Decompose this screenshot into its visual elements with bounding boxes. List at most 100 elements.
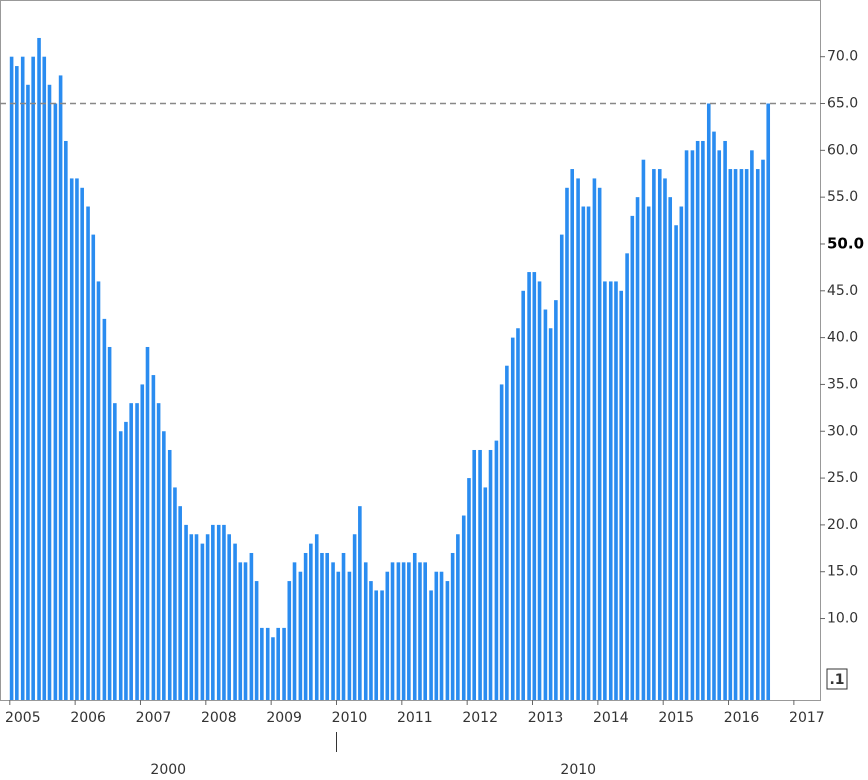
bar xyxy=(461,515,466,700)
bar xyxy=(559,234,564,700)
bar xyxy=(47,84,52,700)
bar xyxy=(184,524,188,700)
y-tick-label: 35.0 xyxy=(827,376,858,392)
bar xyxy=(641,159,646,700)
bar xyxy=(292,562,297,700)
bar xyxy=(53,103,58,700)
bar xyxy=(401,562,406,700)
y-tick-label: 20.0 xyxy=(827,517,858,533)
y-tick-label: 40.0 xyxy=(827,330,858,346)
x-tick-label: 2012 xyxy=(462,710,498,726)
bar xyxy=(690,150,695,700)
plot-frame xyxy=(0,0,821,701)
bar xyxy=(80,187,84,700)
x-tick-label: 2011 xyxy=(397,710,433,726)
bar xyxy=(156,403,161,700)
bar xyxy=(586,206,591,701)
bar xyxy=(69,178,74,700)
bar xyxy=(646,206,651,701)
bar xyxy=(189,534,194,700)
y-tick-label: 60.0 xyxy=(827,142,858,158)
bar xyxy=(287,581,292,700)
bar xyxy=(271,637,275,700)
bar xyxy=(390,562,395,700)
bar xyxy=(429,590,433,700)
y-tick-label: 10.0 xyxy=(827,611,858,627)
bar xyxy=(761,159,765,700)
bar xyxy=(129,403,133,700)
bar xyxy=(723,140,727,700)
bar xyxy=(733,169,738,700)
bar xyxy=(194,534,199,700)
bar xyxy=(434,571,439,700)
bar xyxy=(407,562,411,700)
bar xyxy=(510,337,515,700)
bar xyxy=(701,140,705,700)
y-tick-label: 15.0 xyxy=(827,564,858,580)
bar xyxy=(325,552,329,700)
bar xyxy=(216,524,221,700)
bar xyxy=(744,169,749,700)
x-tick-label: 2016 xyxy=(724,710,760,726)
bar xyxy=(75,178,79,700)
bar xyxy=(124,421,128,700)
bar xyxy=(494,440,499,700)
bar xyxy=(554,300,558,700)
bar xyxy=(657,169,662,700)
bar xyxy=(766,103,771,700)
bar xyxy=(86,206,90,701)
bar xyxy=(314,534,319,700)
x-tick-label: 2010 xyxy=(332,710,368,726)
bar xyxy=(276,627,280,700)
bar xyxy=(162,431,166,700)
x-tick-label: 2017 xyxy=(789,710,825,726)
bar xyxy=(412,552,417,700)
bar xyxy=(450,552,455,700)
corner-box xyxy=(826,668,848,690)
bar xyxy=(516,328,520,700)
y-tick-label: 45.0 xyxy=(827,283,858,299)
bar xyxy=(140,384,145,700)
bar xyxy=(58,75,63,700)
bar xyxy=(537,281,542,700)
x-tick-label: 2014 xyxy=(593,710,629,726)
bar xyxy=(663,178,667,700)
bar xyxy=(9,56,14,701)
y-tick-label: 50.0 xyxy=(827,234,864,252)
bar xyxy=(423,562,427,700)
decade-label: 2010 xyxy=(560,762,596,778)
bar xyxy=(26,84,30,700)
x-tick-label: 2007 xyxy=(136,710,172,726)
bar xyxy=(548,328,553,700)
bar xyxy=(96,281,101,700)
bar xyxy=(145,346,150,700)
bar xyxy=(42,56,47,701)
bar xyxy=(303,552,308,700)
bar xyxy=(91,234,96,700)
bar xyxy=(608,281,613,700)
bar xyxy=(543,309,548,700)
bar xyxy=(630,215,635,700)
bar xyxy=(238,562,243,700)
bar xyxy=(521,290,526,700)
x-tick-label: 2005 xyxy=(5,710,41,726)
bar xyxy=(222,524,226,700)
bar xyxy=(418,562,422,700)
bar xyxy=(750,150,754,700)
bar xyxy=(309,543,313,700)
bar xyxy=(668,197,673,701)
bar xyxy=(652,169,656,700)
bar xyxy=(576,178,580,700)
bar xyxy=(233,543,237,700)
decade-label: 2000 xyxy=(150,762,186,778)
bar xyxy=(102,318,107,700)
bar xyxy=(347,571,352,700)
bar xyxy=(331,562,335,700)
x-tick-label: 2008 xyxy=(201,710,237,726)
bar xyxy=(151,375,156,700)
bar xyxy=(439,571,444,700)
bar xyxy=(211,524,215,700)
bar xyxy=(728,169,733,700)
y-tick-label: 70.0 xyxy=(827,49,858,65)
